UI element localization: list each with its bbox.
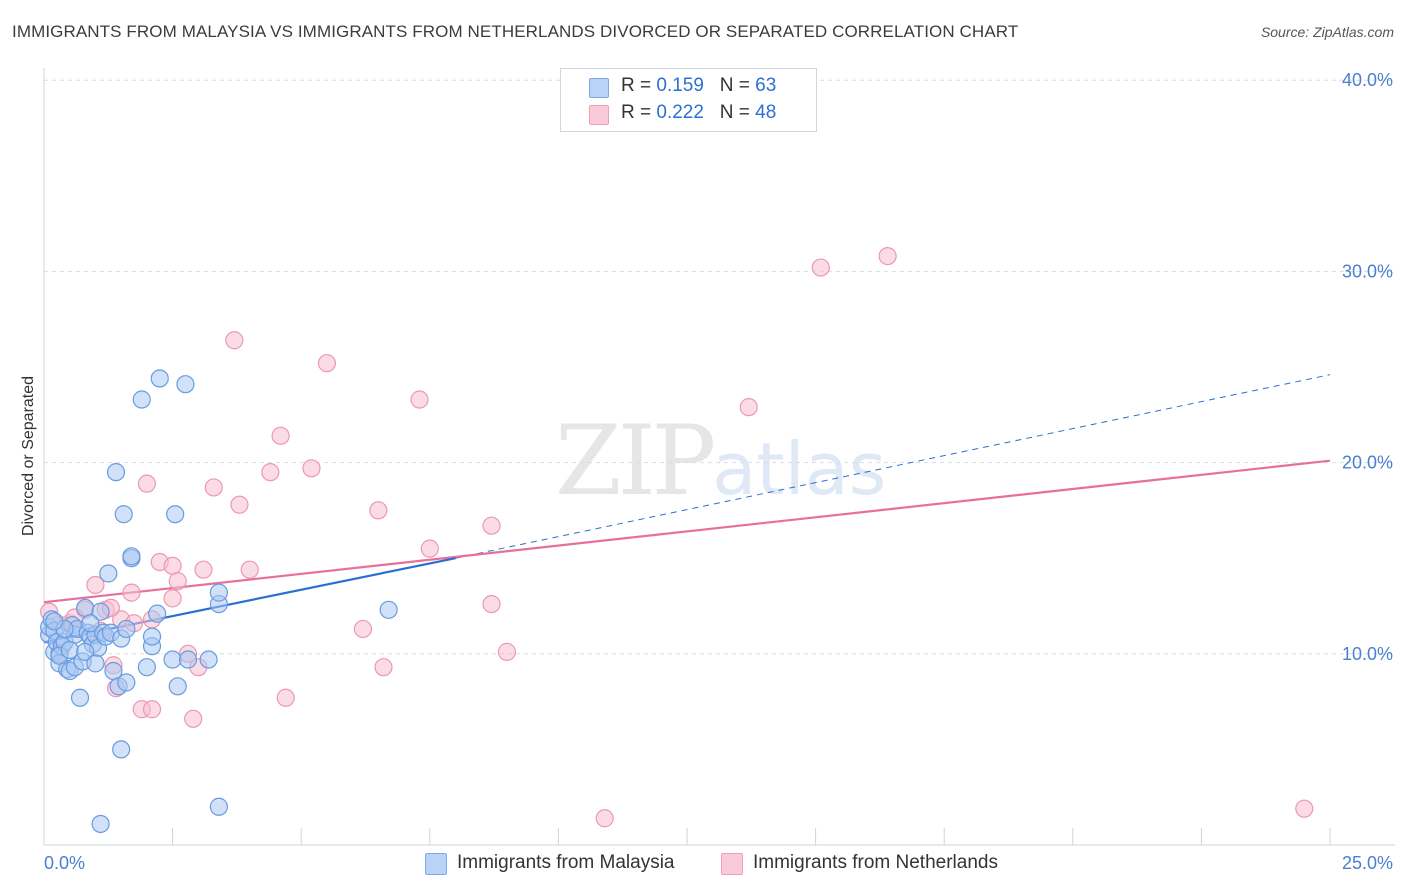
axes <box>43 68 1395 846</box>
malaysia-point <box>150 369 169 388</box>
n-value: 63 <box>755 75 777 96</box>
legend-row-text: R = 0.222 N = 48 <box>621 102 776 124</box>
netherlands-point <box>317 354 337 373</box>
source-credit: Source: ZipAtlas.com <box>1260 24 1394 40</box>
netherlands-point <box>276 688 295 707</box>
malaysia-point <box>70 688 90 707</box>
malaysia-point <box>166 505 185 524</box>
legend-row-text: R = 0.159 N = 63 <box>621 75 776 97</box>
netherlands-point <box>137 474 156 493</box>
netherlands-point <box>271 426 290 445</box>
netherlands-point <box>163 556 182 575</box>
netherlands-point <box>302 459 321 478</box>
data-points <box>40 247 1314 834</box>
netherlands-point <box>230 495 249 514</box>
netherlands-point <box>482 594 501 614</box>
malaysia-point <box>91 602 110 621</box>
malaysia-point <box>81 614 100 633</box>
legend-label-malaysia: Immigrants from Malaysia <box>457 852 675 873</box>
netherlands-point <box>739 398 758 417</box>
malaysia-point <box>199 650 218 669</box>
netherlands-point <box>225 331 244 350</box>
malaysia-trend-extension <box>455 374 1331 559</box>
malaysia-point <box>209 583 228 602</box>
malaysia-point <box>176 375 195 394</box>
netherlands-point <box>163 589 182 608</box>
x-tick-label: 25.0% <box>1342 853 1393 873</box>
chart-title: IMMIGRANTS FROM MALAYSIA VS IMMIGRANTS F… <box>12 22 1019 41</box>
malaysia-point <box>379 600 398 619</box>
netherlands-point <box>168 572 187 591</box>
netherlands-point <box>482 516 501 535</box>
netherlands-point <box>374 658 393 677</box>
netherlands-point <box>595 809 614 828</box>
netherlands-point <box>142 700 162 719</box>
malaysia-point <box>132 390 151 409</box>
malaysia-point <box>137 658 156 677</box>
malaysia-swatch <box>589 78 609 98</box>
n-label: N = <box>719 75 756 96</box>
netherlands-point <box>194 560 213 579</box>
y-tick-label: 10.0% <box>1342 644 1393 664</box>
malaysia-point <box>163 650 182 669</box>
malaysia-point <box>168 677 187 696</box>
r-value: 0.222 <box>656 102 704 123</box>
netherlands-point <box>204 478 223 497</box>
malaysia-point <box>112 740 131 759</box>
netherlands-swatch <box>721 853 743 875</box>
malaysia-point <box>99 564 118 583</box>
r-label: R = <box>621 102 657 123</box>
n-label: N = <box>719 102 756 123</box>
y-tick-label: 30.0% <box>1342 261 1393 281</box>
malaysia-point <box>114 505 133 524</box>
y-tick-label: 40.0% <box>1342 70 1393 90</box>
y-tick-label: 20.0% <box>1342 453 1393 473</box>
malaysia-point <box>45 612 64 631</box>
netherlands-point <box>184 709 203 728</box>
r-label: R = <box>621 75 657 96</box>
netherlands-point <box>1295 799 1314 818</box>
malaysia-point <box>122 547 141 566</box>
malaysia-point <box>60 640 79 660</box>
netherlands-swatch <box>589 105 609 125</box>
correlation-legend: R = 0.159 N = 63 R = 0.222 N = 48 <box>560 68 817 132</box>
netherlands-point <box>369 501 388 520</box>
netherlands-point <box>420 539 439 558</box>
malaysia-point <box>142 627 162 646</box>
netherlands-point <box>122 583 141 602</box>
malaysia-point <box>91 814 110 834</box>
y-axis-label: Divorced or Separated <box>20 376 37 536</box>
netherlands-point <box>811 258 830 277</box>
malaysia-point <box>117 619 136 639</box>
malaysia-point <box>117 673 136 692</box>
malaysia-point <box>76 598 95 618</box>
malaysia-point <box>209 797 228 816</box>
netherlands-point <box>878 247 897 266</box>
series-legend: Immigrants from Malaysia Immigrants from… <box>0 852 1406 878</box>
malaysia-point <box>86 654 105 673</box>
malaysia-point <box>106 463 126 482</box>
malaysia-swatch <box>425 853 447 875</box>
r-value: 0.159 <box>656 75 704 96</box>
netherlands-point <box>240 560 259 579</box>
tick-labels: 10.0% 20.0% 30.0% 40.0% 0.0% 25.0% <box>44 70 1393 873</box>
x-tick-label: 0.0% <box>44 853 85 873</box>
netherlands-point <box>353 619 373 639</box>
netherlands-point <box>497 642 517 661</box>
netherlands-trend-line <box>43 459 1331 604</box>
malaysia-point <box>76 642 95 661</box>
netherlands-point <box>410 390 429 409</box>
malaysia-point <box>178 650 198 669</box>
malaysia-point <box>148 604 167 623</box>
legend-label-netherlands: Immigrants from Netherlands <box>753 852 998 873</box>
netherlands-point <box>86 575 105 595</box>
netherlands-point <box>261 463 280 482</box>
n-value: 48 <box>755 102 777 123</box>
